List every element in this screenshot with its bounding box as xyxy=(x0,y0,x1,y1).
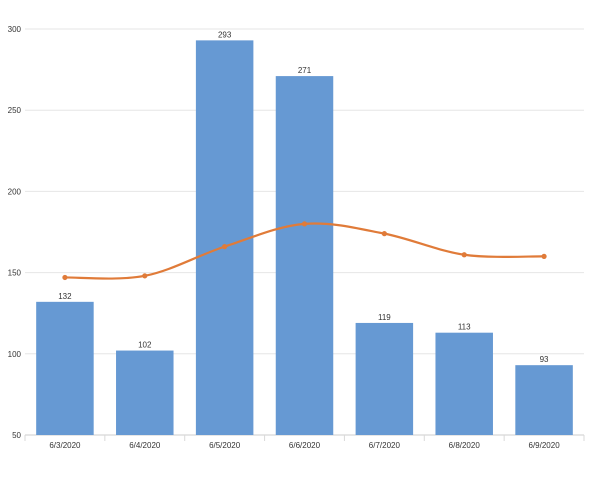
bar-6/8/2020 xyxy=(435,332,493,435)
x-tick-label: 6/5/2020 xyxy=(209,441,241,450)
x-tick-label: 6/7/2020 xyxy=(369,441,401,450)
x-tick-label: 6/4/2020 xyxy=(129,441,161,450)
bar-6/5/2020 xyxy=(195,40,254,435)
y-tick-label: 100 xyxy=(8,350,22,359)
bar-data-label: 293 xyxy=(218,30,232,39)
y-tick-label: 250 xyxy=(8,106,22,115)
bar-data-label: 113 xyxy=(458,323,471,332)
line-point-6/7/2020 xyxy=(381,231,387,237)
labels: 50 100 150 200 250 300 132 102 293 271 119 113 93 6/3… xyxy=(8,25,561,450)
bar-6/7/2020 xyxy=(355,322,414,435)
axes xyxy=(24,435,585,441)
x-tick-label: 6/8/2020 xyxy=(449,441,481,450)
bar-data-label: 132 xyxy=(58,292,72,301)
bar-data-label: 119 xyxy=(378,313,391,322)
bar-data-label: 271 xyxy=(298,66,312,75)
y-tick-label: 50 xyxy=(12,431,21,440)
line-point-6/8/2020 xyxy=(461,252,467,258)
bar-6/9/2020 xyxy=(515,365,573,435)
y-tick-label: 150 xyxy=(8,269,22,278)
bar-6/6/2020 xyxy=(275,76,334,435)
line-series xyxy=(62,221,547,281)
x-tick-label: 6/6/2020 xyxy=(289,441,321,450)
x-tick-label: 6/3/2020 xyxy=(49,441,81,450)
bar-6/3/2020 xyxy=(36,301,94,435)
bar-data-label: 102 xyxy=(138,341,152,350)
line-point-6/3/2020 xyxy=(62,274,68,281)
bar-data-label: 93 xyxy=(540,355,549,364)
y-tick-label: 200 xyxy=(8,187,22,196)
line-point-6/5/2020 xyxy=(222,244,228,250)
line-point-6/6/2020 xyxy=(301,221,308,227)
x-tick-label: 6/9/2020 xyxy=(529,441,561,450)
bar-6/4/2020 xyxy=(116,350,174,435)
bar-series xyxy=(36,40,573,435)
y-tick-label: 300 xyxy=(8,25,22,34)
line-point-6/9/2020 xyxy=(541,253,547,259)
line-point-6/4/2020 xyxy=(142,273,148,279)
